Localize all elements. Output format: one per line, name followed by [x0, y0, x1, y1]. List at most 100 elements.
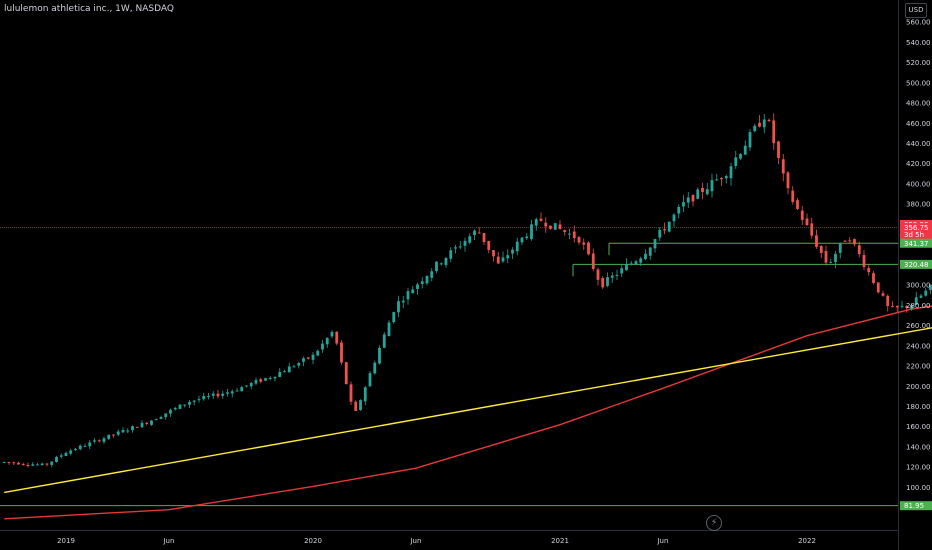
- candle-body: [178, 404, 182, 409]
- candle-body: [876, 282, 880, 293]
- candle-body: [596, 269, 600, 280]
- candle-body: [629, 263, 633, 265]
- price-tick-label: 260.00: [906, 322, 931, 330]
- price-tag-label: 81.95: [904, 502, 924, 510]
- price-tag-box: [900, 259, 932, 269]
- candle-body: [739, 154, 742, 159]
- horizontal-levels: [0, 227, 898, 507]
- candle-body: [378, 348, 381, 364]
- candle-body: [796, 200, 799, 209]
- candle-body: [800, 210, 804, 220]
- candle-body: [64, 452, 68, 456]
- currency-button[interactable]: USD: [905, 3, 927, 18]
- price-tick-label: 140.00: [906, 443, 931, 451]
- price-tag-box: [900, 501, 932, 511]
- candle-body: [805, 218, 809, 226]
- price-tick-label: 500.00: [906, 79, 931, 87]
- candle-body: [321, 343, 324, 350]
- candle-body: [625, 264, 628, 271]
- candle-body: [97, 440, 101, 442]
- price-tag: 320.48: [900, 259, 932, 269]
- candle-body: [444, 257, 448, 266]
- candle-body: [910, 304, 913, 309]
- candle-body: [753, 125, 757, 132]
- price-tick-label: 520.00: [906, 59, 931, 67]
- moving-average-line: [4, 305, 932, 520]
- candle-body: [302, 358, 305, 362]
- candle-body: [919, 295, 923, 298]
- candle-body: [359, 400, 362, 410]
- candle-body: [235, 390, 239, 392]
- moving-average: [4, 305, 932, 520]
- candle-body: [349, 384, 353, 402]
- time-tick-label: 2019: [57, 537, 75, 545]
- candle-body: [121, 429, 125, 433]
- candle-body: [311, 354, 315, 360]
- candle-body: [872, 273, 875, 283]
- candle-body: [677, 206, 681, 214]
- trendline[interactable]: [4, 182, 932, 494]
- time-tick-label: 2020: [304, 537, 322, 545]
- candle-body: [544, 222, 548, 227]
- candle-body: [283, 371, 286, 373]
- candle-body: [363, 387, 367, 402]
- candle-body: [482, 233, 486, 243]
- candle-body: [173, 407, 177, 410]
- candle-body: [639, 258, 643, 263]
- candle-body: [273, 376, 277, 379]
- candle-body: [83, 445, 87, 447]
- candle-body: [458, 246, 462, 248]
- price-tick-label: 400.00: [906, 180, 931, 188]
- candle-body: [686, 197, 690, 203]
- candle-body: [297, 362, 301, 366]
- lightning-icon[interactable]: ⚡: [706, 515, 722, 531]
- candle-body: [758, 122, 761, 127]
- candle-body: [810, 223, 814, 236]
- candle-body: [197, 399, 201, 401]
- candle-body: [406, 291, 410, 300]
- candle-body: [767, 119, 771, 121]
- price-tick-label: 220.00: [906, 363, 931, 371]
- candle-body: [501, 257, 505, 262]
- candle-body: [17, 462, 20, 465]
- candle-body: [743, 145, 747, 155]
- candle-body: [7, 462, 11, 464]
- candle-body: [848, 240, 852, 242]
- candle-body: [316, 350, 320, 356]
- candle-body: [454, 247, 457, 249]
- candle-body: [729, 166, 733, 179]
- candle-body: [2, 461, 6, 463]
- candle-body: [549, 225, 552, 229]
- candle-body: [145, 422, 149, 424]
- candle-body: [772, 120, 776, 144]
- candle-body: [330, 331, 334, 337]
- candle-body: [192, 400, 196, 402]
- price-tick-label: 200.00: [906, 383, 931, 391]
- price-tag-label: 341.37: [904, 240, 929, 248]
- candle-body: [587, 242, 590, 255]
- candle-body: [838, 242, 842, 253]
- candle-body: [202, 395, 206, 400]
- candle-body: [558, 224, 562, 229]
- candle-body: [715, 179, 719, 181]
- candle-body: [515, 241, 519, 252]
- candle-body: [373, 362, 377, 374]
- candle-body: [230, 391, 234, 394]
- candle-body: [74, 449, 77, 451]
- candle-body: [430, 271, 434, 278]
- candle-body: [891, 306, 894, 308]
- time-axis[interactable]: 2019 Jun 2020 Jun 2021 Jun 2022: [57, 537, 816, 545]
- candle-body: [815, 235, 818, 247]
- candle-body: [401, 300, 405, 303]
- candle-body: [563, 230, 567, 233]
- candle-body: [520, 237, 524, 243]
- time-tick-label: Jun: [409, 537, 421, 545]
- candle-body: [644, 253, 647, 260]
- candle-body: [601, 278, 605, 288]
- candle-body: [791, 190, 795, 203]
- candle-body: [131, 426, 134, 431]
- candle-body: [382, 334, 386, 348]
- candle-body: [306, 357, 310, 359]
